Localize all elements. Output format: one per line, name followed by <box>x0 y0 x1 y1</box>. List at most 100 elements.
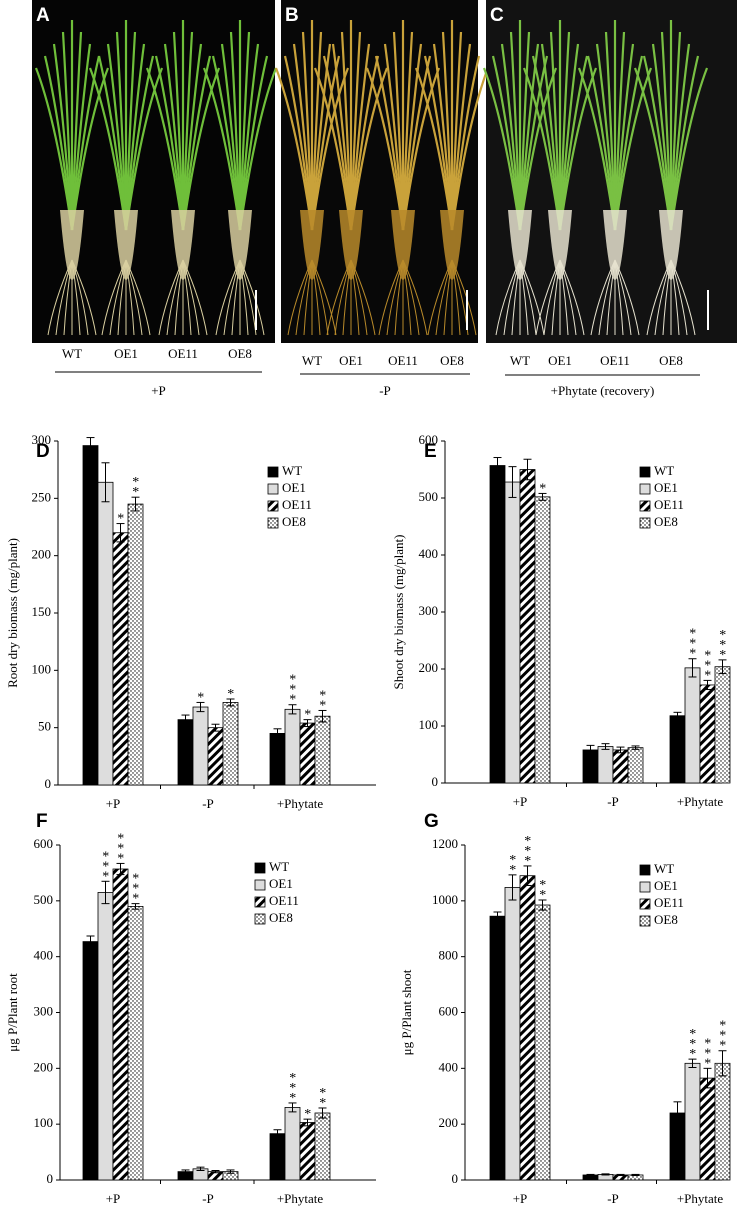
plant-root <box>223 259 241 336</box>
error-bar <box>688 1058 697 1068</box>
bar <box>269 1133 286 1181</box>
bar <box>112 868 129 1181</box>
error-bar <box>538 899 547 911</box>
plant-root <box>646 259 672 336</box>
plant-leaf <box>310 67 350 231</box>
panel-letter: A <box>36 5 50 26</box>
bar <box>314 1112 331 1181</box>
legend-label: OE1 <box>269 876 293 891</box>
bar <box>299 722 316 786</box>
plant-base <box>508 210 532 280</box>
legend-label: OE11 <box>282 497 312 512</box>
plant-leaf <box>450 67 490 231</box>
legend-swatch <box>267 517 279 529</box>
bar <box>489 465 506 784</box>
legend-label: OE1 <box>654 878 678 893</box>
legend-label: OE11 <box>654 895 684 910</box>
legend-swatch <box>254 913 266 925</box>
genotype-label: OE1 <box>114 346 138 361</box>
error-bar <box>718 1050 727 1077</box>
plant-root <box>287 259 313 336</box>
bar <box>534 904 551 1181</box>
x-tick-label: +P <box>106 1191 121 1206</box>
error-bar <box>303 719 312 728</box>
plant-root <box>326 259 352 336</box>
plant-root <box>63 259 73 336</box>
plant-root <box>614 259 632 336</box>
bar <box>534 496 551 784</box>
bar <box>714 1062 731 1181</box>
plant-root <box>239 259 265 336</box>
y-tick-label: 0 <box>45 776 52 791</box>
plant-root <box>71 259 89 336</box>
bar <box>112 532 129 786</box>
bar <box>82 941 99 1181</box>
error-bar <box>493 911 502 921</box>
plant-leaf <box>124 67 164 231</box>
plant-root <box>378 259 404 336</box>
legend-swatch <box>267 500 279 512</box>
plant-leaf <box>401 67 441 231</box>
plant-root <box>350 259 376 336</box>
significance-mark: *** <box>128 872 143 902</box>
genotype-label: OE11 <box>600 353 630 368</box>
error-bar <box>131 496 140 512</box>
significance-mark: *** <box>520 834 535 864</box>
error-bar <box>131 903 140 910</box>
error-bar <box>211 723 220 732</box>
bar <box>284 708 301 786</box>
y-tick-label: 200 <box>439 1115 459 1130</box>
significance-mark: * <box>300 708 315 718</box>
legend-label: OE8 <box>282 514 306 529</box>
significance-mark: ** <box>535 878 550 898</box>
x-tick-label: -P <box>607 1191 619 1206</box>
significance-mark: * <box>300 1107 315 1117</box>
legend-swatch <box>639 466 651 478</box>
y-tick-label: 600 <box>34 836 54 851</box>
plant-root <box>598 259 616 336</box>
plant-root <box>174 259 184 336</box>
plant-root <box>427 259 453 336</box>
significance-mark: *** <box>685 1027 700 1057</box>
genotype-label: OE11 <box>168 346 198 361</box>
plant-base <box>603 210 627 280</box>
x-tick-label: -P <box>202 796 214 811</box>
genotype-label: OE8 <box>659 353 683 368</box>
bar <box>612 749 629 784</box>
bar <box>192 706 209 786</box>
error-bar <box>586 744 595 755</box>
plant-root <box>551 259 561 336</box>
error-bar <box>508 874 517 901</box>
error-bar <box>631 745 640 750</box>
panel-letter: C <box>490 5 504 26</box>
condition-label: +P <box>151 383 166 398</box>
legend-label: WT <box>269 859 289 874</box>
error-bar <box>616 1173 625 1177</box>
plant-root <box>443 259 453 336</box>
plant-root <box>350 259 368 336</box>
legend-label: OE8 <box>654 912 678 927</box>
bar <box>684 1062 701 1181</box>
plant-root <box>614 259 624 336</box>
error-bar <box>273 1129 282 1139</box>
y-tick-label: 0 <box>432 774 439 789</box>
plant-root <box>503 259 521 336</box>
plant-base <box>391 210 415 280</box>
bar <box>627 747 644 784</box>
bar <box>519 875 536 1181</box>
error-bar <box>318 1107 327 1119</box>
y-tick-label: 200 <box>34 1059 54 1074</box>
significance-mark: *** <box>685 627 700 657</box>
x-tick-label: +Phytate <box>677 1191 724 1206</box>
y-axis-label: μg P/Plant root <box>5 973 20 1052</box>
y-tick-label: 0 <box>452 1171 459 1186</box>
legend-swatch <box>254 896 266 908</box>
y-tick-label: 100 <box>419 717 439 732</box>
plant-root <box>559 259 569 336</box>
plant-root <box>295 259 313 336</box>
error-bar <box>181 714 190 725</box>
plant-root <box>559 259 577 336</box>
error-bar <box>226 1169 235 1174</box>
legend-swatch <box>254 862 266 874</box>
legend-swatch <box>639 500 651 512</box>
